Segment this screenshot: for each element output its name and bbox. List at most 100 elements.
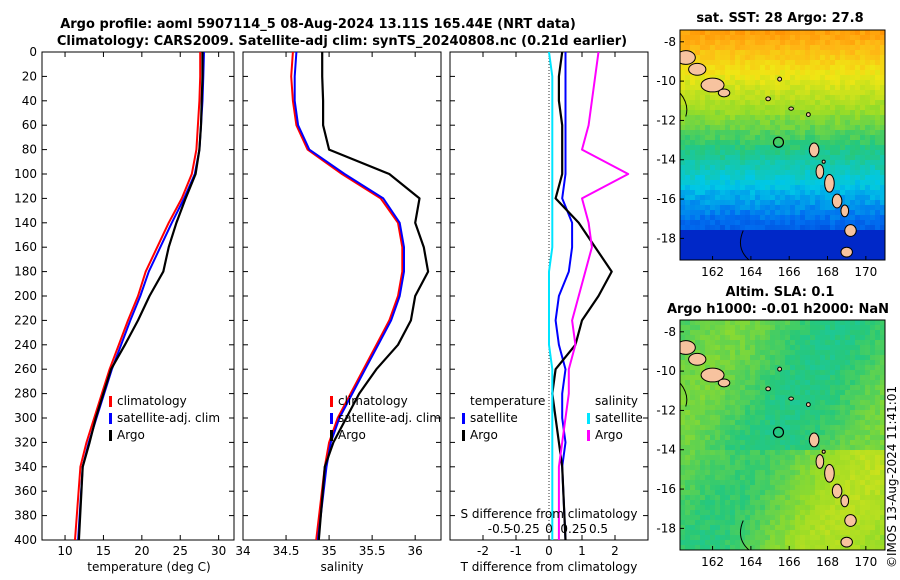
map-cell	[755, 520, 761, 526]
map-cell	[830, 430, 836, 436]
map-cell	[685, 330, 691, 336]
map-cell	[850, 190, 856, 196]
map-cell	[680, 365, 686, 371]
map-cell	[780, 135, 786, 141]
map-cell	[780, 100, 786, 106]
map-cell	[690, 320, 696, 326]
map-cell	[700, 380, 706, 386]
map-cell	[770, 155, 776, 161]
map-cell	[780, 525, 786, 531]
map-cell	[755, 45, 761, 51]
map-cell	[865, 100, 871, 106]
island-shape	[821, 159, 826, 164]
map-cell	[875, 65, 881, 71]
map-cell	[755, 360, 761, 366]
map-cell	[780, 335, 786, 341]
map-cell	[790, 240, 796, 246]
map-cell	[720, 120, 726, 126]
map-cell	[820, 255, 826, 260]
map-cell	[705, 190, 711, 196]
map-cell	[835, 390, 841, 396]
map-cell	[720, 60, 726, 66]
map-cell	[695, 200, 701, 206]
map-cell	[745, 140, 751, 146]
map-cell	[710, 230, 716, 236]
map-cell	[735, 145, 741, 151]
map-cell	[685, 165, 691, 171]
map-cell	[805, 185, 811, 191]
map-cell	[850, 405, 856, 411]
map-cell	[815, 325, 821, 331]
map-cell	[825, 250, 831, 256]
map-cell	[860, 320, 866, 326]
map-cell	[780, 530, 786, 536]
map-cell	[810, 495, 816, 501]
map-cell	[815, 215, 821, 221]
map-cell	[820, 235, 826, 241]
x-tick-label: 35.5	[359, 544, 386, 558]
map-cell	[830, 505, 836, 511]
map-cell	[785, 355, 791, 361]
map-cell	[740, 100, 746, 106]
map-cell	[870, 165, 876, 171]
map-cell	[695, 320, 701, 326]
map-cell	[815, 515, 821, 521]
map-cell	[730, 545, 736, 550]
map-cell	[730, 325, 736, 331]
map-cell	[815, 205, 821, 211]
map-cell	[750, 360, 756, 366]
map-cell	[775, 180, 781, 186]
map-cell	[880, 160, 885, 166]
map-cell	[865, 505, 871, 511]
map-cell	[770, 50, 776, 56]
map-cell	[870, 485, 876, 491]
map-cell	[830, 105, 836, 111]
map-cell	[820, 390, 826, 396]
map-cell	[865, 355, 871, 361]
map-cell	[695, 480, 701, 486]
map-cell	[785, 440, 791, 446]
map-cell	[685, 490, 691, 496]
legend-argo-swatch	[109, 430, 112, 441]
map-cell	[780, 185, 786, 191]
map-cell	[795, 95, 801, 101]
map-cell	[710, 460, 716, 466]
map-cell	[685, 405, 691, 411]
map-cell	[805, 125, 811, 131]
map-cell	[815, 125, 821, 131]
map-cell	[740, 255, 746, 260]
map-cell	[835, 415, 841, 421]
map-cell	[840, 235, 846, 241]
map-cell	[750, 415, 756, 421]
map-cell	[715, 415, 721, 421]
map-cell	[830, 330, 836, 336]
map-cell	[745, 430, 751, 436]
map-cell	[850, 545, 856, 550]
map-cell	[855, 140, 861, 146]
map-cell	[870, 235, 876, 241]
map-cell	[820, 350, 826, 356]
map-cell	[745, 80, 751, 86]
map-cell	[770, 230, 776, 236]
map-cell	[785, 460, 791, 466]
map-cell	[740, 70, 746, 76]
map-cell	[680, 330, 686, 336]
map-cell	[860, 150, 866, 156]
map-cell	[780, 150, 786, 156]
s-tick-label: -0.5	[488, 522, 511, 536]
map-cell	[795, 120, 801, 126]
map-cell	[730, 75, 736, 81]
map-cell	[725, 395, 731, 401]
map-cell	[840, 245, 846, 251]
map-cell	[835, 240, 841, 246]
map-cell	[810, 100, 816, 106]
map-cell	[755, 365, 761, 371]
map-cell	[790, 435, 796, 441]
map-cell	[840, 30, 846, 36]
map-cell	[810, 35, 816, 41]
map-cell	[775, 440, 781, 446]
map-cell	[750, 480, 756, 486]
map-cell	[835, 220, 841, 226]
map-cell	[775, 475, 781, 481]
map-cell	[765, 430, 771, 436]
